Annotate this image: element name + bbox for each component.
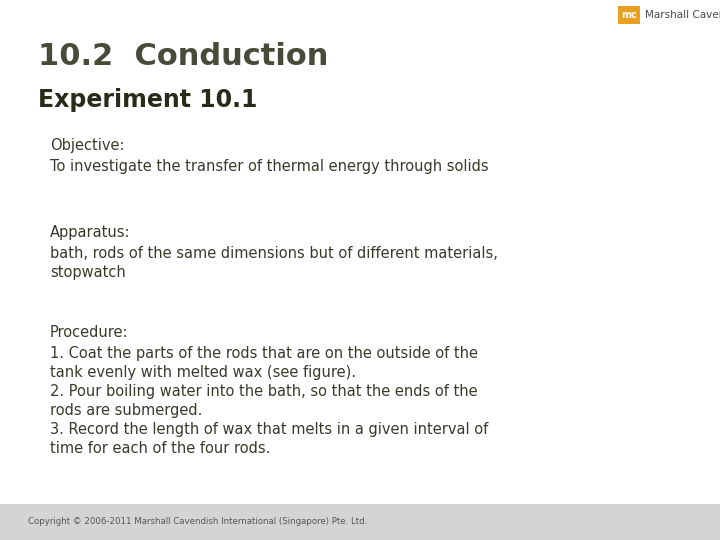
Text: time for each of the four rods.: time for each of the four rods. <box>50 441 271 456</box>
Text: Objective:: Objective: <box>50 138 125 153</box>
Bar <box>0 504 720 540</box>
Bar <box>618 6 640 24</box>
Text: mc: mc <box>621 10 637 20</box>
Text: To investigate the transfer of thermal energy through solids: To investigate the transfer of thermal e… <box>50 159 489 174</box>
Text: Copyright © 2006-2011 Marshall Cavendish International (Singapore) Pte. Ltd.: Copyright © 2006-2011 Marshall Cavendish… <box>28 517 367 526</box>
Text: Apparatus:: Apparatus: <box>50 225 130 240</box>
Text: 1. Coat the parts of the rods that are on the outside of the: 1. Coat the parts of the rods that are o… <box>50 346 478 361</box>
Text: Procedure:: Procedure: <box>50 325 128 340</box>
Text: stopwatch: stopwatch <box>50 265 126 280</box>
Text: bath, rods of the same dimensions but of different materials,: bath, rods of the same dimensions but of… <box>50 246 498 261</box>
Text: Marshall Cavendish: Marshall Cavendish <box>645 10 720 20</box>
Text: rods are submerged.: rods are submerged. <box>50 403 202 418</box>
Text: 3. Record the length of wax that melts in a given interval of: 3. Record the length of wax that melts i… <box>50 422 488 437</box>
Text: 2. Pour boiling water into the bath, so that the ends of the: 2. Pour boiling water into the bath, so … <box>50 384 477 399</box>
Text: 10.2  Conduction: 10.2 Conduction <box>38 42 328 71</box>
Text: tank evenly with melted wax (see figure).: tank evenly with melted wax (see figure)… <box>50 365 356 380</box>
Text: Experiment 10.1: Experiment 10.1 <box>38 88 257 112</box>
